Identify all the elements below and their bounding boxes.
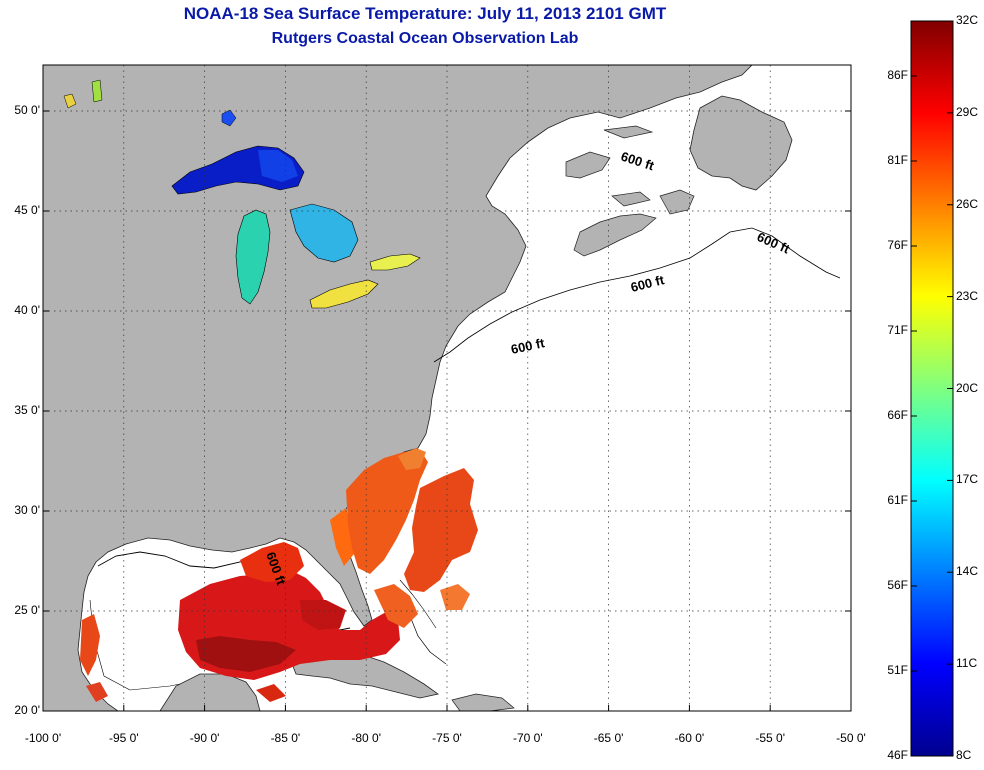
lat-tick-label: 30 0' [14,503,40,517]
lake-michigan [235,209,271,305]
lon-tick-label: -55 0' [755,731,786,745]
lat-tick-label: 25 0' [14,603,40,617]
colorbar-label-f: 81F [887,153,908,167]
axis-ticks [42,110,852,712]
colorbar-label-f: 56F [887,578,908,592]
lake-nipigon [221,109,237,127]
land-pei [611,191,651,207]
lon-tick-label: -80 0' [351,731,382,745]
sst-gulf-patches [80,508,400,702]
lon-tick-label: -50 0' [836,731,866,745]
colorbar-label-f: 76F [887,238,908,252]
colorbar-label-f: 71F [887,323,908,337]
lon-tick-label: -85 0' [270,731,301,745]
colorbar-label-c: 14C [956,564,979,579]
lake-superior-east [258,150,298,182]
colorbar-label-c: 20C [956,380,979,395]
lat-tick-label: 40 0' [14,303,40,317]
map-title: NOAA-18 Sea Surface Temperature: July 11… [183,4,667,23]
colorbar-label-c: 11C [956,656,978,671]
colorbar-label-c: 29C [956,104,979,119]
bahamas-outline-2 [399,579,437,629]
land-yucatan [159,673,261,711]
lon-tick-label: -75 0' [432,731,462,745]
land-gaspe [565,151,611,179]
land-nova-scotia [573,213,657,257]
colorbar-label-c: 26C [956,196,979,211]
colorbar-label-c: 23C [956,288,979,303]
lat-tick-label: 20 0' [14,703,40,717]
lake-small-north-2 [91,79,103,103]
lon-tick-label: -90 0' [189,731,220,745]
lake-huron [289,203,359,263]
lake-ontario [369,253,421,271]
colorbar-label-f: 86F [887,68,908,82]
lon-tick-label: -100 0' [24,731,62,745]
lat-tick-label: 45 0' [14,203,40,217]
colorbar-label-c: 8C [956,748,972,762]
map-subtitle: Rutgers Coastal Ocean Observation Lab [271,30,579,47]
lon-tick-label: -65 0' [593,731,624,745]
land-hispaniola [451,693,515,711]
colorbar-label-f: 51F [887,663,908,677]
lat-tick-label: 35 0' [14,403,40,417]
land-anticosti [603,125,654,139]
land-cape-breton [659,189,695,215]
lon-tick-label: -95 0' [108,731,139,745]
shelf-contour-northeast [433,227,841,363]
lon-tick-label: -70 0' [512,731,543,745]
colorbar-label-f: 61F [887,493,908,507]
colorbar-label-f: 66F [887,408,908,422]
lat-tick-label: 50 0' [14,103,40,117]
land-newfoundland [689,95,793,191]
colorbar-label-f: 46F [887,748,908,762]
sst-atlantic-patches [346,448,478,628]
lake-small-north [63,93,77,109]
colorbar-label-c: 17C [956,472,979,487]
lake-erie [309,279,379,309]
lon-tick-label: -60 0' [674,731,705,745]
colorbar-label-c: 32C [956,13,979,27]
